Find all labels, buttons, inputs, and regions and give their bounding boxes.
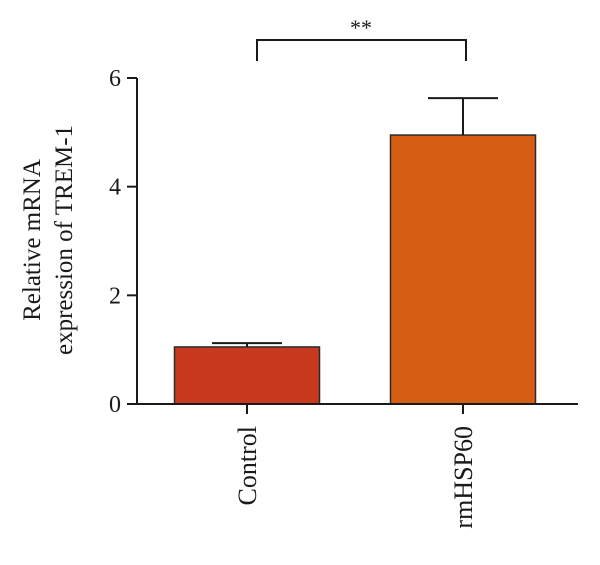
y-tick-label-0: 0: [109, 392, 121, 418]
y-tick-label-2: 2: [109, 283, 121, 309]
y-axis-label-line-2: expression of TREM-1: [51, 125, 78, 355]
y-axis-label-line-1: Relative mRNA: [19, 159, 46, 321]
y-axis-label: Relative mRNA expression of TREM-1: [19, 125, 78, 355]
bar-rmhsp60: [389, 134, 537, 405]
x-tick-label-control: Control: [233, 426, 262, 505]
y-tick-label-4: 4: [109, 175, 121, 201]
y-tick-label-6: 6: [109, 66, 121, 92]
significance-label: **: [350, 15, 372, 40]
significance-bracket: [256, 39, 467, 61]
x-tick-label-rmhsp60: rmHSP60: [449, 426, 478, 529]
bar-control: [173, 346, 321, 405]
plot-area: 0 2 4 6 Control rmHSP60 **: [109, 15, 578, 529]
